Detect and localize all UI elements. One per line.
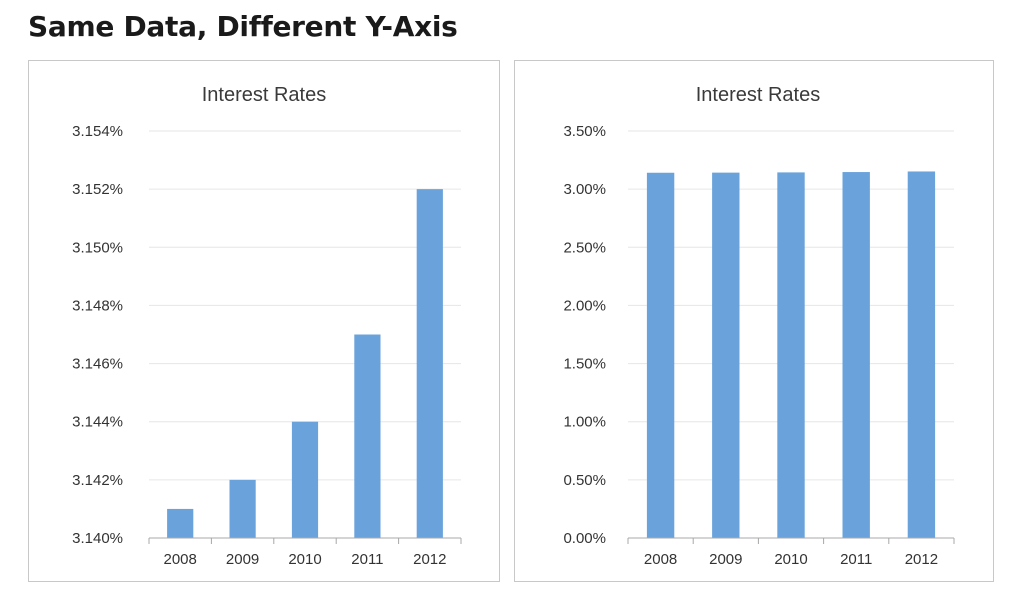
x-tick-label: 2009 [226,551,259,568]
bar-2009 [229,479,256,538]
y-tick-label: 3.00% [563,181,606,198]
x-tick-label: 2009 [709,551,742,568]
x-tick-label: 2008 [644,551,677,568]
y-tick-label: 0.00% [563,530,606,547]
bar-2008 [646,172,675,538]
x-tick-label: 2011 [840,551,872,568]
y-tick-label: 3.148% [72,297,123,314]
y-tick-label: 3.142% [72,472,123,489]
y-tick-label: 0.50% [563,472,606,489]
y-tick-label: 3.154% [72,123,123,140]
bar-2011 [842,172,870,538]
bar-2010 [777,172,805,538]
y-tick-label: 3.150% [72,239,123,256]
chart-panel-right: Interest Rates 0.00% 0.50% 1.00% 1.50% 2.00% 2… [514,60,994,582]
x-tick-label: 2012 [413,551,446,568]
chart-panel-left: Interest Rates 3.140% 3.142% 3.144% 3.146% 3.… [28,60,500,582]
y-tick-label: 1.50% [563,356,606,373]
bar-2012 [416,189,443,538]
x-tick-label: 2008 [164,551,197,568]
bar-2011 [354,334,381,538]
y-tick-label: 3.50% [563,123,606,140]
y-tick-label: 3.144% [72,414,123,431]
x-tick-label: 2012 [905,551,938,568]
page-title: Same Data, Different Y-Axis [28,10,458,43]
chart-title: Interest Rates [202,84,327,106]
bar-2012 [907,171,936,538]
y-tick-label: 3.140% [72,530,123,547]
interest-rates-chart-zero-axis: Interest Rates 0.00% 0.50% 1.00% 1.50% 2.00% 2… [563,84,955,568]
chart-title: Interest Rates [696,84,821,106]
y-tick-label: 2.00% [563,297,606,314]
bar-2009 [712,172,740,538]
x-tick-label: 2010 [288,551,321,568]
interest-rates-chart-narrow-axis: Interest Rates 3.140% 3.142% 3.144% 3.146% 3.… [72,84,462,568]
y-tick-label: 2.50% [563,239,606,256]
y-tick-label: 3.146% [72,356,123,373]
bar-2010 [291,421,319,538]
y-tick-label: 1.00% [563,414,606,431]
y-tick-label: 3.152% [72,181,123,198]
x-tick-label: 2011 [351,551,383,568]
bar-2008 [167,508,194,538]
x-tick-label: 2010 [774,551,807,568]
